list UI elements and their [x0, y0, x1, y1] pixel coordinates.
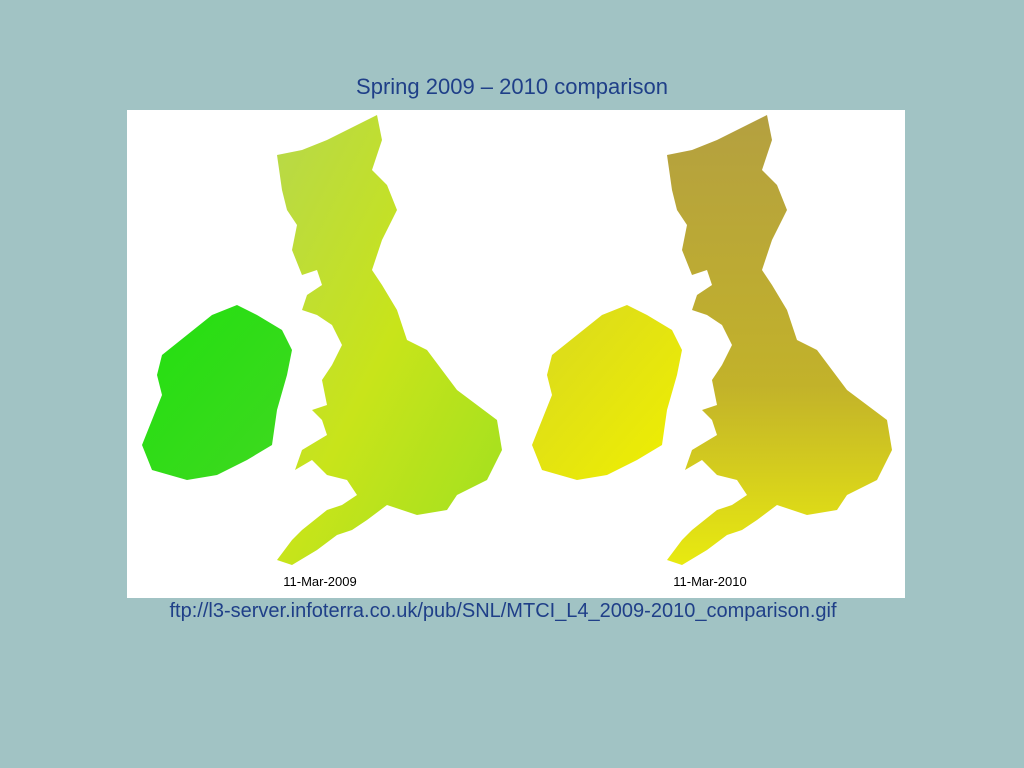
- great-britain: [667, 115, 892, 565]
- great-britain: [277, 115, 502, 565]
- map-image: 11-Mar-2009 11-Mar-2010: [127, 110, 905, 598]
- ireland: [142, 305, 292, 480]
- map-date-label: 11-Mar-2009: [283, 574, 356, 589]
- map-2009: 11-Mar-2009: [142, 115, 502, 589]
- map-date-label: 11-Mar-2010: [673, 574, 746, 589]
- slide-title: Spring 2009 – 2010 comparison: [356, 74, 668, 99]
- source-url: ftp://l3-server.infoterra.co.uk/pub/SNL/…: [169, 600, 837, 622]
- map-2010: 11-Mar-2010: [532, 115, 892, 589]
- ireland: [532, 305, 682, 480]
